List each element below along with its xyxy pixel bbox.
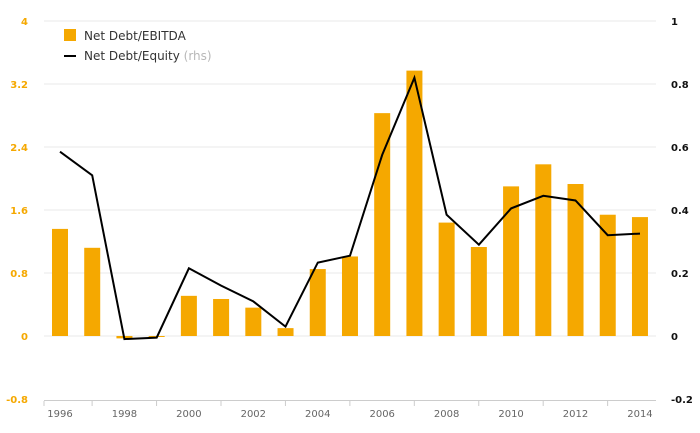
right-tick-label: -0.2: [671, 395, 693, 406]
bar-2007: [406, 70, 423, 337]
bar-2001: [213, 298, 230, 336]
bar-2009: [470, 247, 487, 336]
right-tick-label: 0.8: [671, 80, 689, 91]
right-tick-label: 0.2: [671, 269, 689, 280]
bar-2003: [277, 328, 294, 336]
bar-1997: [84, 247, 101, 336]
right-tick-label: 1: [671, 17, 678, 28]
x-tick-label: 2012: [563, 409, 588, 420]
x-tick-label: 2004: [305, 409, 330, 420]
right-tick-label: 0: [671, 332, 678, 343]
legend-label-net-debt-ebitda: Net Debt/EBITDA: [84, 29, 187, 43]
bar-2000: [180, 295, 197, 336]
bar-2014: [631, 217, 648, 336]
x-tick-label: 2014: [627, 409, 652, 420]
left-tick-label: -0.8: [6, 395, 28, 406]
bar-2004: [309, 269, 326, 336]
x-tick-label: 2006: [369, 409, 394, 420]
x-axis: 1996 1998 2000 2002 2004 2006 2008 2010 2012 2014: [43, 400, 656, 420]
left-tick-label: 0: [21, 332, 28, 343]
legend-label-rhs: (rhs): [184, 49, 212, 63]
bar-2006: [374, 113, 391, 336]
bar-series: [52, 70, 648, 339]
x-tick-label: 2000: [176, 409, 201, 420]
bar-2005: [341, 256, 358, 336]
grid-lines: [44, 20, 656, 337]
right-axis: -0.2 0 0.2 0.4 0.6 0.8 1: [671, 17, 693, 406]
bar-2013: [599, 214, 616, 336]
bar-1996: [52, 228, 68, 336]
x-tick-label: 1998: [112, 409, 137, 420]
left-tick-label: 1.6: [10, 206, 28, 217]
x-tick-label: 2010: [498, 409, 523, 420]
bar-2010: [503, 186, 520, 336]
left-tick-label: 4: [21, 17, 28, 28]
legend: Net Debt/EBITDA Net Debt/Equity (rhs): [64, 29, 212, 63]
legend-label-net-debt-equity: Net Debt/Equity (rhs): [84, 49, 212, 63]
left-tick-label: 0.8: [10, 269, 28, 280]
bar-2002: [245, 307, 262, 336]
left-tick-label: 3.2: [10, 80, 28, 91]
x-tick-label: 2008: [434, 409, 459, 420]
x-tick-label: 1996: [47, 409, 72, 420]
x-tick-label: 2002: [241, 409, 266, 420]
left-tick-label: 2.4: [10, 143, 28, 154]
bar-2012: [567, 184, 584, 336]
right-tick-label: 0.4: [671, 206, 689, 217]
legend-swatch-net-debt-ebitda: [64, 29, 76, 41]
legend-label-net-debt-equity-name: Net Debt/Equity: [84, 49, 180, 63]
bar-2011: [535, 164, 552, 336]
net-debt-equity-line: [59, 74, 641, 341]
right-tick-label: 0.6: [671, 143, 689, 154]
left-axis: -0.8 0 0.8 1.6 2.4 3.2 4: [6, 17, 28, 406]
bar-2008: [438, 222, 455, 336]
line-series: [59, 74, 641, 341]
